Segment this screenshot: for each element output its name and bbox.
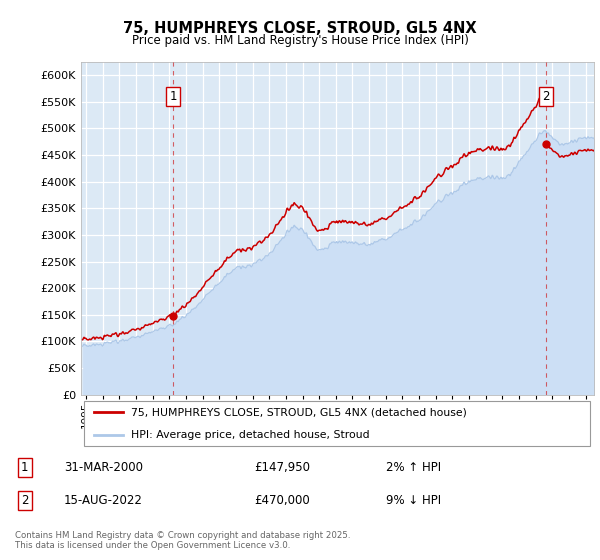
Text: Contains HM Land Registry data © Crown copyright and database right 2025.
This d: Contains HM Land Registry data © Crown c…	[15, 531, 350, 550]
Text: Price paid vs. HM Land Registry's House Price Index (HPI): Price paid vs. HM Land Registry's House …	[131, 34, 469, 46]
Text: 75, HUMPHREYS CLOSE, STROUD, GL5 4NX: 75, HUMPHREYS CLOSE, STROUD, GL5 4NX	[123, 21, 477, 36]
Text: £470,000: £470,000	[254, 494, 310, 507]
Text: 9% ↓ HPI: 9% ↓ HPI	[386, 494, 442, 507]
Text: 2: 2	[21, 494, 28, 507]
Text: 31-MAR-2000: 31-MAR-2000	[64, 461, 143, 474]
FancyBboxPatch shape	[83, 401, 590, 446]
Text: 2% ↑ HPI: 2% ↑ HPI	[386, 461, 442, 474]
Text: 15-AUG-2022: 15-AUG-2022	[64, 494, 143, 507]
Text: 75, HUMPHREYS CLOSE, STROUD, GL5 4NX (detached house): 75, HUMPHREYS CLOSE, STROUD, GL5 4NX (de…	[131, 407, 467, 417]
Text: HPI: Average price, detached house, Stroud: HPI: Average price, detached house, Stro…	[131, 430, 370, 440]
Text: 2: 2	[542, 90, 550, 103]
Text: 1: 1	[170, 90, 177, 103]
Text: 1: 1	[21, 461, 28, 474]
Text: £147,950: £147,950	[254, 461, 310, 474]
